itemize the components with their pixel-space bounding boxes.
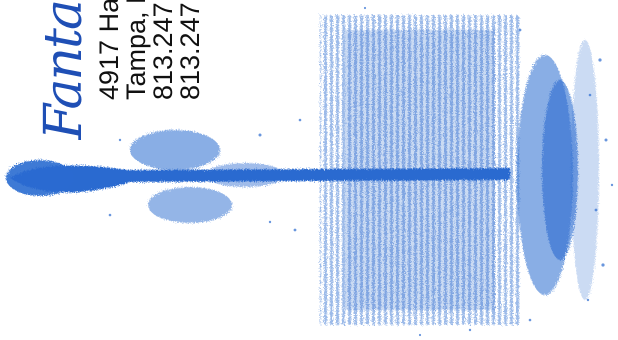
address-line: 4917 Ha [96,0,124,100]
phone-line-2: 813.247. [175,0,205,100]
city-line: Tampa, F [121,0,151,100]
brand-logo: Fanta [34,0,94,140]
phone-line-1: 813.247. [148,0,178,100]
contact-block: 4917 Ha Tampa, F 813.247. 813.247. [96,0,226,100]
logo-text: Fanta [34,1,94,140]
